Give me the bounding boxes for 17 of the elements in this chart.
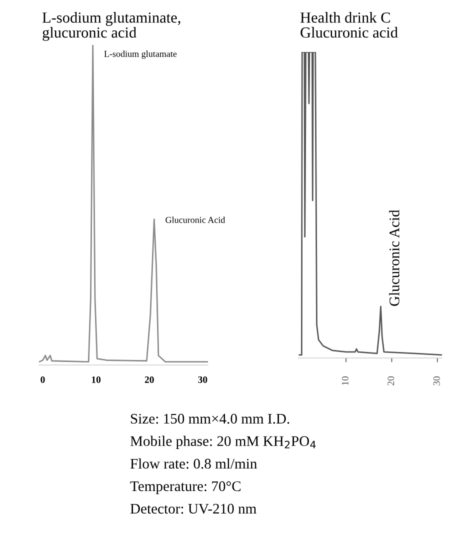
annotation: Glucuronic Acid — [166, 216, 226, 223]
x-tick-label: 30 — [198, 376, 208, 383]
text: Mobile phase: 20 mM KH$_{2}$PO$_{4}$ — [130, 436, 316, 450]
chart-title: Health drink C Glucuronic acid — [300, 12, 398, 38]
x-tick-label: 20 — [144, 376, 154, 383]
annotation: Glucuronic Acid — [389, 210, 400, 306]
annotation: L-sodium glutamate — [104, 50, 177, 59]
chart-title: L-sodium glutaminate, glucuronic acid — [42, 12, 180, 41]
x-tick-label: 20 — [388, 376, 394, 386]
text: Flow rate: 0.8 ml/min — [130, 458, 257, 469]
text: Size: 150 mm×4.0 mm I.D. — [130, 414, 290, 424]
x-tick-label: 0 — [40, 376, 45, 383]
text: Temperature: 70°C — [130, 481, 241, 494]
x-tick-label: 30 — [433, 376, 440, 386]
text: Detector: UV-210 nm — [130, 504, 256, 514]
x-tick-label: 10 — [342, 376, 348, 385]
x-tick-label: 10 — [92, 376, 101, 383]
